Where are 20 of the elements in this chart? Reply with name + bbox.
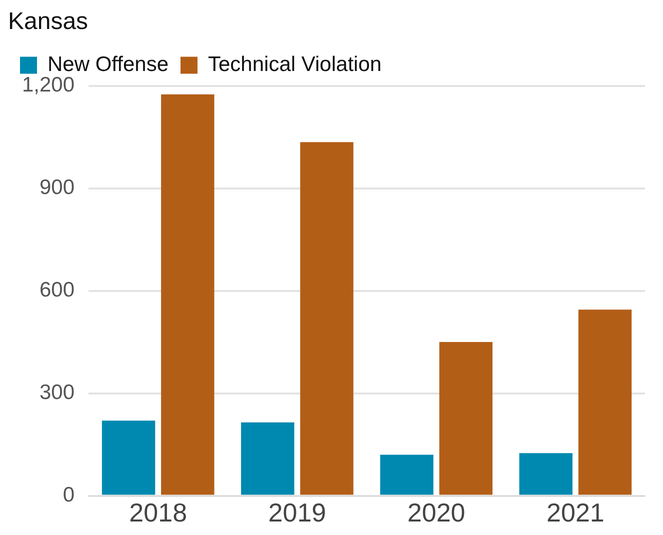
legend-label: New Offense — [48, 53, 169, 76]
legend-label: Technical Violation — [208, 53, 382, 76]
bar — [161, 94, 214, 495]
y-tick-label: 1,200 — [22, 74, 75, 97]
x-tick-label: 2018 — [129, 498, 188, 528]
bar — [380, 454, 434, 495]
y-tick-label: 900 — [40, 176, 75, 200]
bar — [300, 142, 354, 495]
x-tick-label: 2019 — [268, 498, 326, 528]
x-tick-label: 2021 — [546, 498, 604, 528]
bar — [578, 310, 632, 495]
chart-title: Kansas — [8, 8, 88, 36]
y-tick-label: 600 — [40, 278, 75, 302]
y-tick-label: 0 — [62, 484, 75, 507]
bar — [519, 453, 572, 495]
y-tick-label: 300 — [40, 381, 75, 404]
bar — [439, 342, 492, 495]
bar — [102, 420, 156, 495]
bar — [241, 422, 294, 495]
x-tick-label: 2020 — [407, 498, 466, 528]
